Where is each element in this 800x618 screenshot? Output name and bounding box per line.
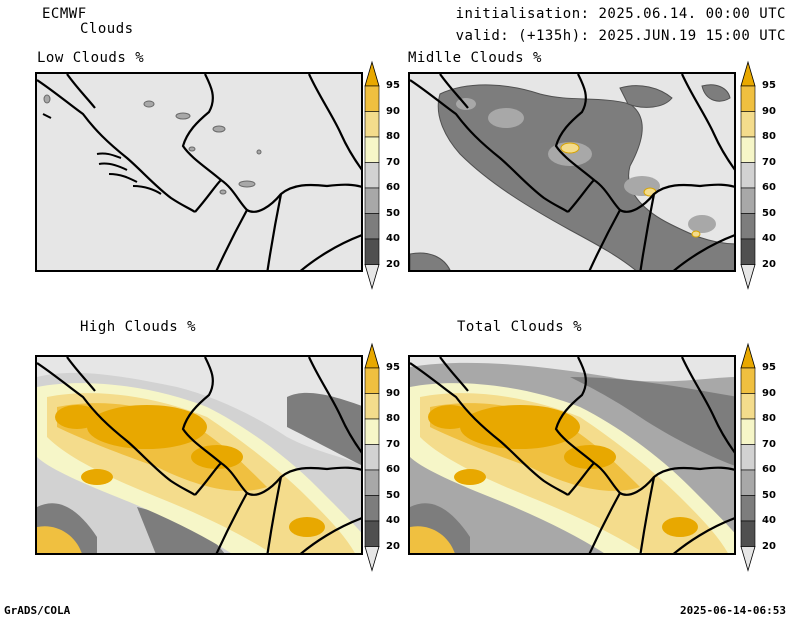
colorbar-label: 20 [762, 540, 776, 552]
colorbar-max-arrow [740, 60, 756, 87]
colorbar-segment [364, 418, 380, 445]
colorbar-total: 95 90 80 70 60 50 40 20 [740, 342, 788, 574]
colorbar-swatches [364, 60, 380, 290]
colorbar-label: 90 [762, 387, 776, 399]
colorbar-label: 90 [386, 387, 400, 399]
colorbar-segment [740, 238, 756, 265]
colorbar-segment [740, 162, 756, 189]
colorbar-swatches [740, 342, 756, 572]
colorbar-swatches [364, 342, 380, 572]
colorbar-label: 40 [386, 233, 400, 244]
colorbar-label: 70 [386, 438, 400, 450]
middle-clouds-map [410, 74, 734, 270]
colorbar-segment [364, 136, 380, 163]
colorbar-segment [740, 495, 756, 522]
colorbar-segment [364, 520, 380, 547]
colorbar-segment [740, 111, 756, 138]
footer-timestamp: 2025-06-14-06:53 [680, 604, 786, 617]
colorbar-segment [740, 85, 756, 112]
panel-title-middle: Midlle Clouds % [408, 50, 542, 66]
colorbar-segment [740, 367, 756, 394]
total-clouds-map [410, 357, 734, 553]
colorbar-label: 60 [386, 464, 400, 475]
colorbar-middle: 95 90 80 70 60 50 40 20 [740, 60, 788, 292]
colorbar-label: 90 [386, 105, 400, 117]
colorbar-label: 80 [762, 413, 776, 424]
colorbar-label: 80 [762, 131, 776, 142]
colorbar-min-arrow [740, 264, 756, 290]
colorbar-label: 70 [762, 156, 776, 168]
colorbar-label: 40 [386, 515, 400, 526]
initialisation-time: initialisation: 2025.06.14. 00:00 UTC [455, 6, 786, 22]
colorbar-segment [364, 444, 380, 471]
colorbar-label: 20 [386, 258, 400, 270]
product-name: Clouds [80, 21, 134, 37]
colorbar-label: 60 [762, 182, 776, 193]
panel-title-high: High Clouds % [80, 319, 197, 335]
colorbar-max-arrow [740, 342, 756, 369]
colorbar-label: 60 [386, 182, 400, 193]
colorbar-segment [740, 393, 756, 420]
colorbar-label: 70 [386, 156, 400, 168]
colorbar-swatches [740, 60, 756, 290]
colorbar-label: 40 [762, 515, 776, 526]
map-panel-middle-clouds [408, 72, 736, 272]
colorbar-segment [364, 213, 380, 240]
colorbar-high: 95 90 80 70 60 50 40 20 [364, 342, 412, 574]
map-panel-low-clouds [35, 72, 363, 272]
colorbar-segment [364, 469, 380, 496]
colorbar-segment [740, 213, 756, 240]
colorbar-segment [740, 520, 756, 547]
colorbar-low: 95 90 80 70 60 50 40 20 [364, 60, 412, 292]
colorbar-label: 50 [762, 489, 776, 501]
low-clouds-map [37, 74, 361, 270]
colorbar-segment [740, 444, 756, 471]
colorbar-min-arrow [364, 264, 380, 290]
colorbar-label: 90 [762, 105, 776, 117]
colorbar-segment [740, 418, 756, 445]
footer-software: GrADS/COLA [4, 604, 71, 617]
colorbar-label: 95 [762, 362, 776, 373]
colorbar-segment [364, 85, 380, 112]
colorbar-segment [740, 187, 756, 214]
colorbar-max-arrow [364, 342, 380, 369]
colorbar-label: 20 [762, 258, 776, 270]
map-panel-high-clouds [35, 355, 363, 555]
colorbar-segment [364, 238, 380, 265]
colorbar-label: 20 [386, 540, 400, 552]
colorbar-segment [364, 111, 380, 138]
panel-title-total: Total Clouds % [457, 319, 583, 335]
panel-title-low: Low Clouds % [37, 50, 145, 66]
colorbar-segment [364, 162, 380, 189]
colorbar-segment [364, 393, 380, 420]
colorbar-label: 40 [762, 233, 776, 244]
model-name: ECMWF [42, 6, 87, 22]
colorbar-segment [364, 367, 380, 394]
colorbar-segment [740, 469, 756, 496]
valid-time: valid: (+135h): 2025.JUN.19 15:00 UTC [455, 28, 786, 44]
colorbar-label: 95 [386, 80, 400, 91]
colorbar-segment [740, 136, 756, 163]
colorbar-label: 50 [386, 489, 400, 501]
colorbar-label: 95 [386, 362, 400, 373]
colorbar-label: 50 [386, 207, 400, 219]
map-panel-total-clouds [408, 355, 736, 555]
high-clouds-map [37, 357, 361, 553]
colorbar-segment [364, 495, 380, 522]
colorbar-label: 50 [762, 207, 776, 219]
colorbar-segment [364, 187, 380, 214]
colorbar-label: 95 [762, 80, 776, 91]
colorbar-min-arrow [740, 546, 756, 572]
colorbar-label: 60 [762, 464, 776, 475]
colorbar-label: 80 [386, 413, 400, 424]
colorbar-max-arrow [364, 60, 380, 87]
colorbar-label: 80 [386, 131, 400, 142]
colorbar-min-arrow [364, 546, 380, 572]
colorbar-label: 70 [762, 438, 776, 450]
